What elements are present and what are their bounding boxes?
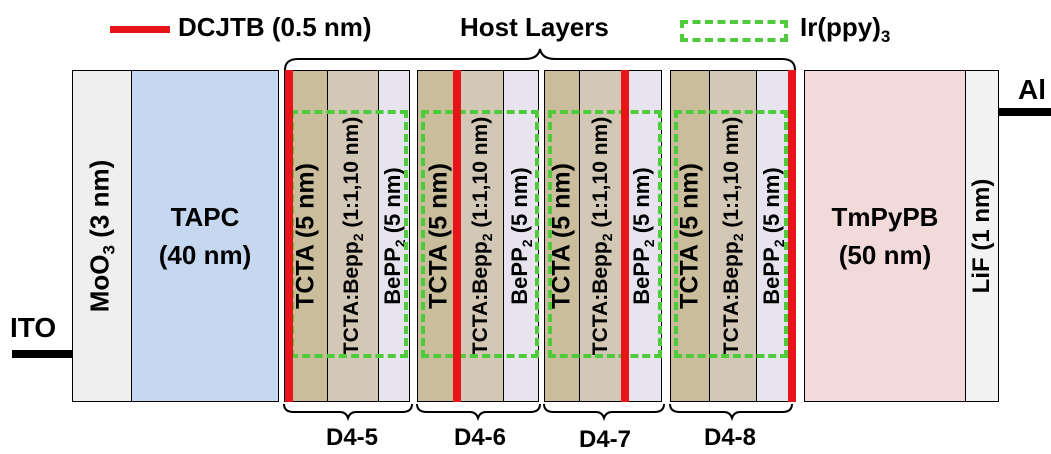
d48-bracket <box>669 403 793 422</box>
d48-dcjtb <box>788 70 796 402</box>
d46-bracket <box>416 403 541 422</box>
host-layers-bracket <box>284 48 796 71</box>
d48-ir-region <box>674 110 788 358</box>
ito-electrode <box>12 350 72 358</box>
device-label-d48: D4-8 <box>703 424 757 451</box>
d45-mix: TCTA:Bepp2 (1:1,10 nm) <box>327 70 379 402</box>
layer-lif: LiF (1 nm) <box>965 70 999 402</box>
d47-dcjtb <box>621 70 629 402</box>
d47-ir-region <box>548 110 662 358</box>
device-brackets <box>283 403 793 422</box>
d45-dcjtb <box>285 70 293 402</box>
layer-tmpypb: TmPyPB (50 nm) <box>804 70 966 402</box>
legend-dcjtb-line <box>110 26 170 33</box>
legend-host-label: Host Layers <box>460 12 609 42</box>
tapc-label: TAPC (40 nm) <box>158 202 252 270</box>
legend-ir-box <box>680 20 788 42</box>
d48-mix: TCTA:Bepp2 (1:1,10 nm) <box>709 70 757 402</box>
d45-ir-region <box>290 110 408 358</box>
device-label-d46: D4-6 <box>453 424 507 451</box>
device-label-d45: D4-5 <box>325 424 379 451</box>
d47-bracket <box>543 403 665 422</box>
al-label: Al <box>1018 74 1046 105</box>
ito-label: ITO <box>10 312 57 343</box>
tmpypb-label: TmPyPB (50 nm) <box>831 202 939 270</box>
lif-label: LiF (1 nm) <box>968 178 995 294</box>
moo3-label: MoO3 (3 nm) <box>84 159 119 313</box>
d46-ir-region <box>421 110 539 358</box>
legend-dcjtb-label: DCJTB (0.5 nm) <box>178 12 372 42</box>
d45-bracket <box>283 403 413 422</box>
d46-dcjtb <box>453 70 461 402</box>
layer-moo3: MoO3 (3 nm) <box>72 70 132 402</box>
layer-tapc: TAPC (40 nm) <box>131 70 279 402</box>
device-label-d47: D4-7 <box>578 426 632 453</box>
legend-ir-label: Ir(ppy)3 <box>800 12 891 47</box>
al-electrode <box>998 108 1051 116</box>
